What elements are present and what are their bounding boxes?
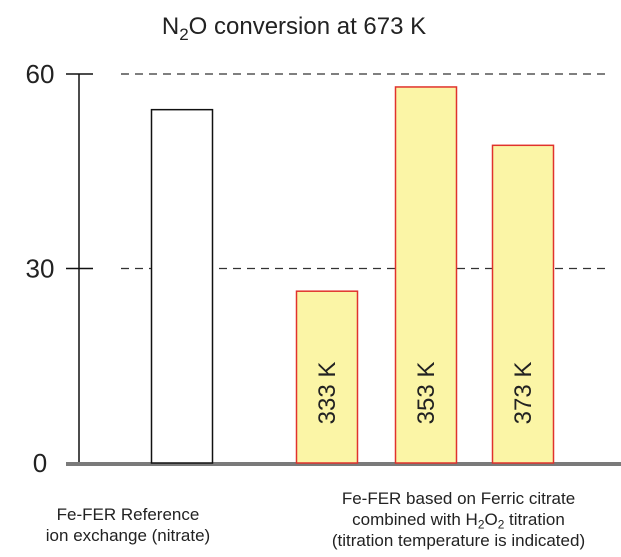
y-tick-label: 30 bbox=[26, 254, 55, 284]
gridlines bbox=[121, 73, 608, 270]
bar bbox=[394, 86, 458, 464]
caption-line: Fe-FER based on Ferric citrate bbox=[341, 489, 576, 508]
caption-line: Fe-FER Reference bbox=[56, 505, 200, 524]
y-tick-label: 0 bbox=[33, 448, 47, 478]
group-caption-reference: Fe-FER Reference ion exchange (nitrate) bbox=[0, 504, 256, 546]
bar bbox=[295, 290, 359, 464]
bar-label: 333 K bbox=[314, 362, 341, 425]
bar-label: 373 K bbox=[510, 362, 537, 425]
caption-line: ion exchange (nitrate) bbox=[45, 526, 211, 545]
group-caption-ferric-citrate: Fe-FER based on Ferric citrate combined … bbox=[296, 488, 621, 551]
caption-line: (titration temperature is indicated) bbox=[331, 531, 586, 550]
bar-label: 353 K bbox=[413, 362, 440, 425]
chart-title: N2O conversion at 673 K bbox=[162, 13, 426, 44]
y-axis: 0 30 60 bbox=[26, 59, 621, 478]
bar bbox=[150, 108, 214, 464]
bar-labels: 333 K 353 K 373 K bbox=[314, 362, 537, 425]
caption-line: combined with H2O2 titration bbox=[352, 510, 565, 532]
bars bbox=[150, 86, 555, 464]
bar bbox=[491, 144, 555, 464]
y-tick-label: 60 bbox=[26, 59, 55, 89]
